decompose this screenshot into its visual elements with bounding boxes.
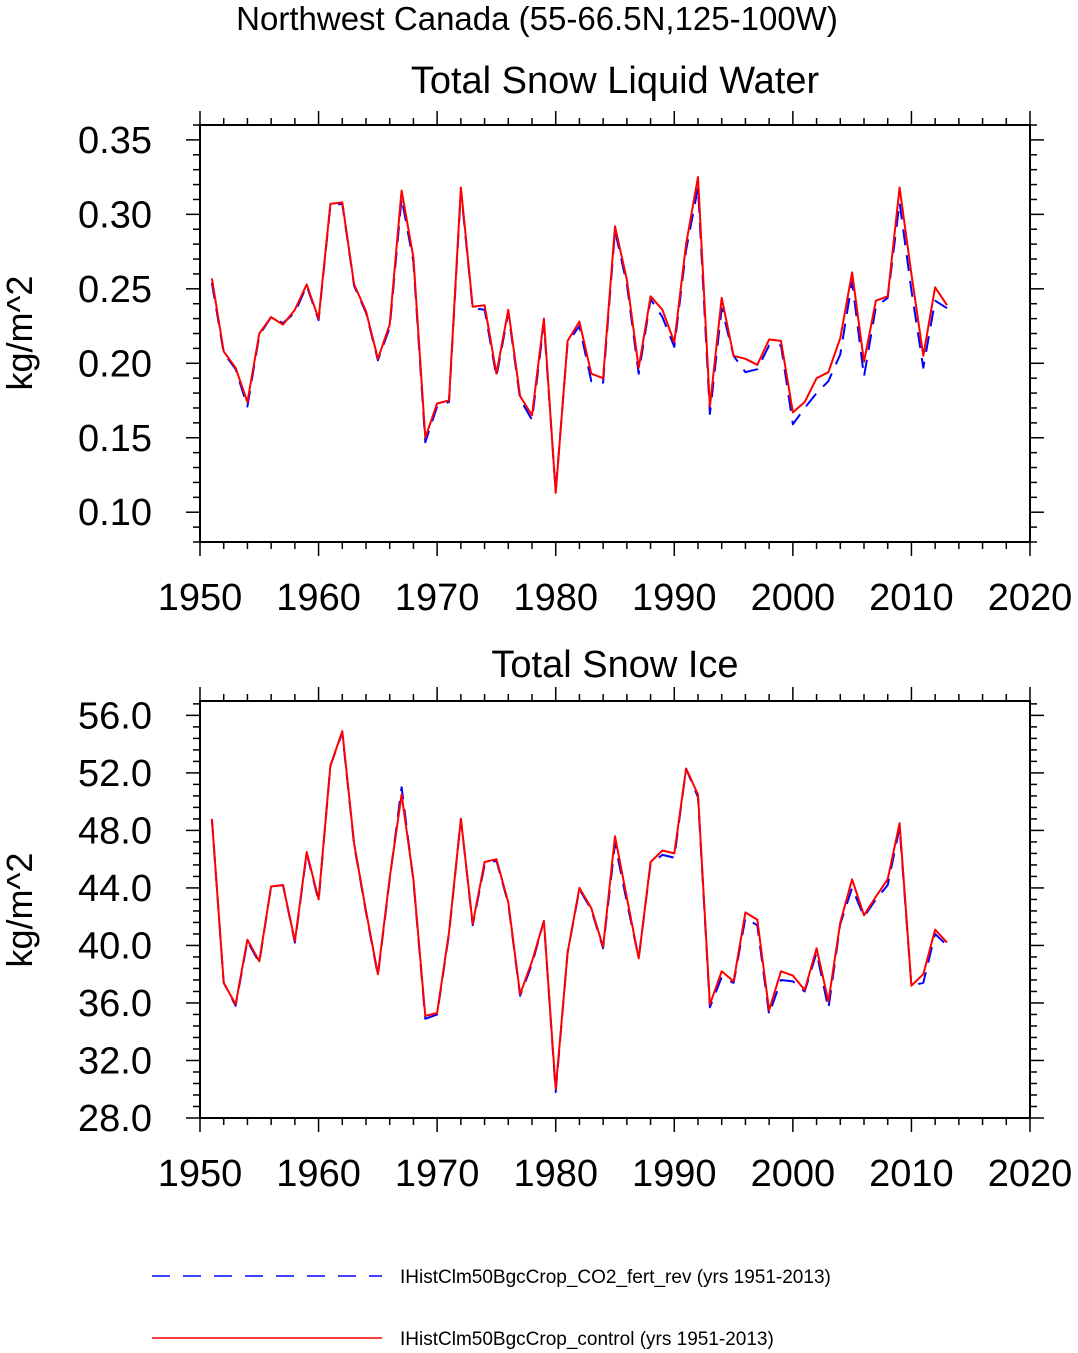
- plot-frame: [199, 124, 1031, 543]
- legend-label-co2-fert-rev: IHistClm50BgcCrop_CO2_fert_rev (yrs 1951…: [400, 1267, 831, 1288]
- series-line-1: [210, 176, 948, 494]
- y-tick-label: 0.15: [78, 418, 152, 460]
- y-tick-label: 0.10: [78, 492, 152, 534]
- x-tick-label: 2020: [988, 1153, 1073, 1195]
- y-tick-label: 56.0: [78, 695, 152, 737]
- y-axis-label: kg/m^2: [0, 853, 40, 968]
- series-line-1: [210, 730, 948, 1091]
- chart-title: Total Snow Liquid Water: [411, 60, 820, 102]
- snow-ice-panel: Total Snow Ice kg/m^2 1950 1960 1970 1980 19…: [0, 644, 1072, 1195]
- x-tick-label: 1980: [513, 577, 598, 619]
- x-tick-label: 1970: [395, 1153, 480, 1195]
- x-tick-label: 2010: [869, 1153, 954, 1195]
- x-tick-label: 2010: [869, 577, 954, 619]
- x-tick-label: 2000: [751, 1153, 836, 1195]
- plot-frame: [199, 700, 1031, 1119]
- series-line-0: [210, 186, 948, 493]
- y-tick-label: 28.0: [78, 1098, 152, 1140]
- y-tick-label: 48.0: [78, 810, 152, 852]
- x-tick-label: 2000: [751, 577, 836, 619]
- y-tick-label: 0.35: [78, 120, 152, 162]
- x-tick-label: 1990: [632, 1153, 717, 1195]
- x-tick-label: 1960: [276, 1153, 361, 1195]
- x-tick-label: 1950: [158, 1153, 243, 1195]
- snow-liquid-water-panel: Total Snow Liquid Water kg/m^2 1950 1960 1…: [0, 60, 1072, 619]
- x-tick-label: 1990: [632, 577, 717, 619]
- y-tick-label: 0.20: [78, 343, 152, 385]
- chart-title: Total Snow Ice: [491, 644, 738, 686]
- x-tick-label: 1960: [276, 577, 361, 619]
- x-tick-label: 1950: [158, 577, 243, 619]
- series-line-0: [210, 731, 948, 1094]
- y-tick-label: 0.25: [78, 269, 152, 311]
- x-tick-label: 1970: [395, 577, 480, 619]
- y-tick-label: 40.0: [78, 925, 152, 967]
- y-axis-label: kg/m^2: [0, 276, 40, 391]
- figure-suptitle: Northwest Canada (55-66.5N,125-100W): [236, 0, 838, 37]
- y-tick-label: 0.30: [78, 194, 152, 236]
- x-tick-label: 2020: [988, 577, 1073, 619]
- legend: IHistClm50BgcCrop_CO2_fert_rev (yrs 1951…: [152, 1267, 831, 1350]
- y-tick-label: 52.0: [78, 753, 152, 795]
- y-tick-label: 32.0: [78, 1040, 152, 1082]
- y-tick-label: 44.0: [78, 868, 152, 910]
- y-tick-label: 36.0: [78, 983, 152, 1025]
- legend-label-control: IHistClm50BgcCrop_control (yrs 1951-2013…: [400, 1329, 774, 1350]
- x-tick-label: 1980: [513, 1153, 598, 1195]
